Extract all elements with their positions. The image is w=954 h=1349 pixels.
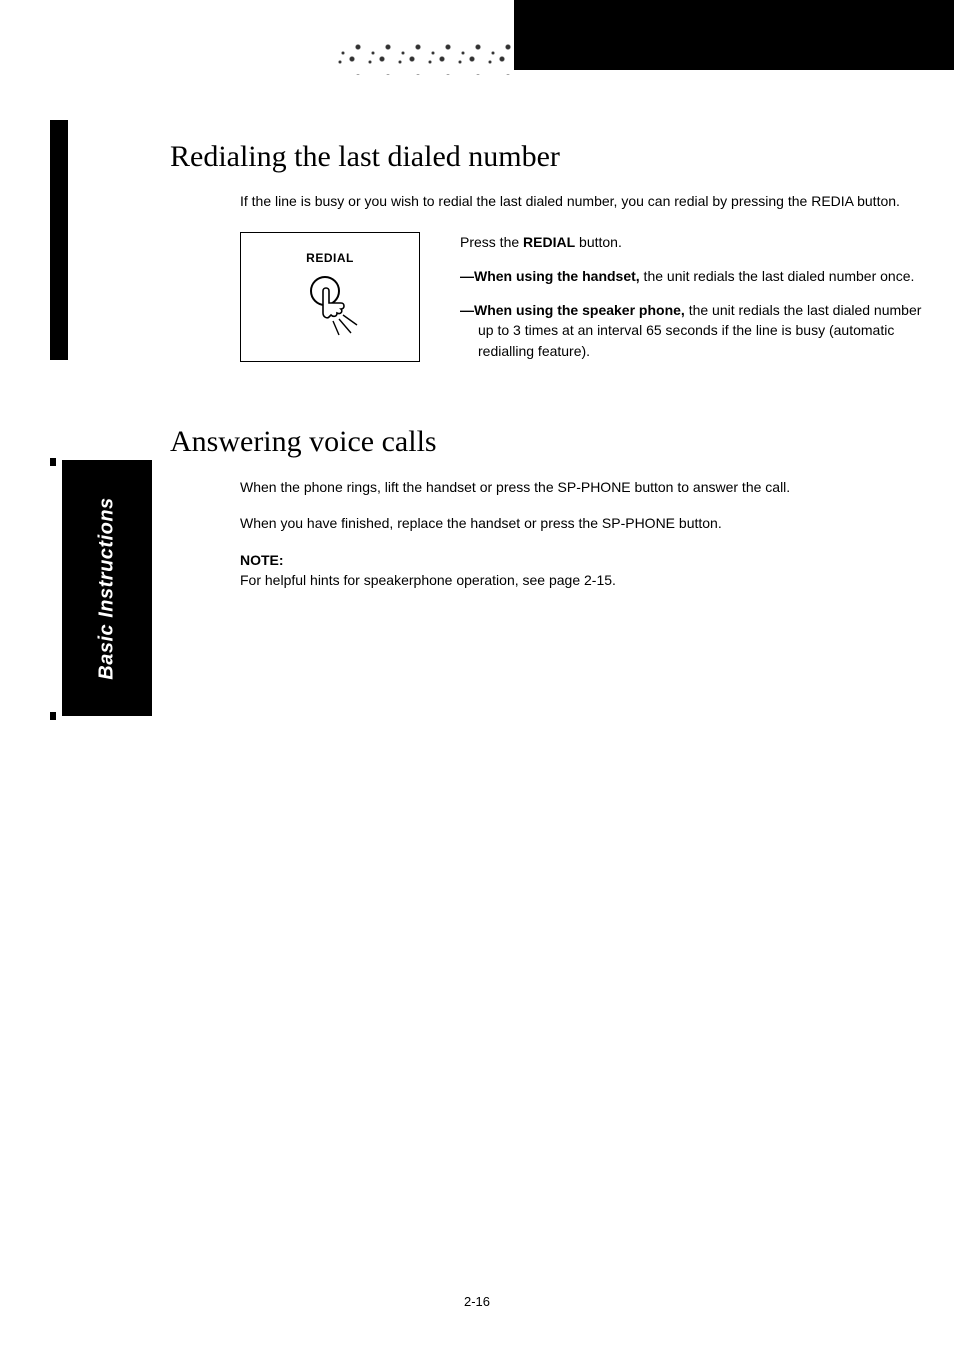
redial-intro: If the line is busy or you wish to redia… xyxy=(240,192,930,212)
note-label: NOTE: xyxy=(240,552,284,568)
press-redial-line: Press the REDIAL button. xyxy=(460,232,930,252)
page-content: Redialing the last dialed number If the … xyxy=(170,140,930,606)
bullet-speakerphone: —When using the speaker phone, the unit … xyxy=(460,300,930,361)
section-title-redialing: Redialing the last dialed number xyxy=(170,140,930,174)
redial-instructions: Press the REDIAL button. —When using the… xyxy=(460,232,930,375)
redial-illustration-box: REDIAL xyxy=(240,232,420,362)
answering-note: NOTE: For helpful hints for speakerphone… xyxy=(240,550,930,591)
side-tab-label: Basic Instructions xyxy=(96,497,119,679)
text: Press the xyxy=(460,234,523,250)
text-bold: —When using the handset, xyxy=(460,268,640,284)
redial-row: REDIAL Press the REDIAL button. —When us… xyxy=(240,232,930,375)
page-number: 2-16 xyxy=(0,1294,954,1309)
text-bold: —When using the speaker phone, xyxy=(460,302,685,318)
text-bold: REDIAL xyxy=(523,234,575,250)
redial-box-label: REDIAL xyxy=(306,251,354,265)
answering-p1: When the phone rings, lift the handset o… xyxy=(240,477,930,497)
section-title-answering: Answering voice calls xyxy=(170,425,930,459)
side-tab: Basic Instructions xyxy=(62,460,152,716)
scan-artifact-spine xyxy=(50,712,56,720)
scan-artifact-spine xyxy=(50,120,68,360)
bullet-handset: —When using the handset, the unit redial… xyxy=(460,266,930,286)
text: the unit redials the last dialed number … xyxy=(640,268,915,284)
scan-artifact-spine xyxy=(50,458,56,466)
answering-p2: When you have finished, replace the hand… xyxy=(240,513,930,533)
scan-artifact-top xyxy=(514,0,954,70)
text: button. xyxy=(575,234,622,250)
note-body: For helpful hints for speakerphone opera… xyxy=(240,572,616,588)
section-answering: Answering voice calls When the phone rin… xyxy=(170,425,930,590)
press-button-icon xyxy=(295,271,365,341)
